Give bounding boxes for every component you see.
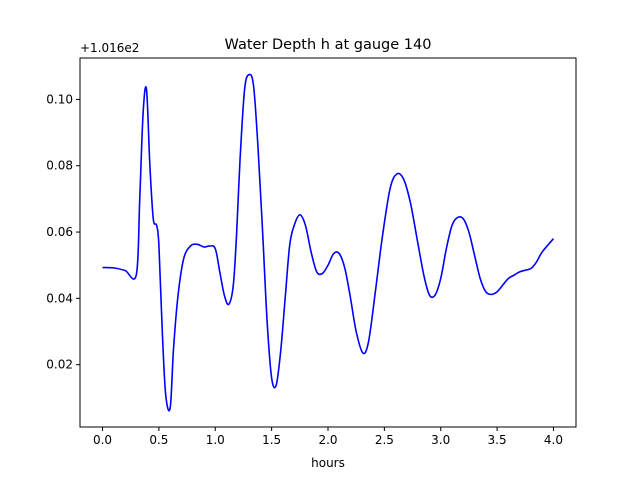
x-tick-label: 0.0	[93, 433, 112, 447]
y-offset-label: +1.016e2	[80, 41, 139, 55]
x-tick-label: 4.0	[544, 433, 563, 447]
series-line-0	[102, 73, 555, 412]
x-tick-label: 2.0	[318, 433, 337, 447]
plot-area	[79, 57, 577, 428]
y-tick-label: 0.10	[46, 92, 73, 106]
y-tick-label: 0.06	[46, 225, 73, 239]
x-axis: 0.0 0.5 1.0 1.5 2.0 2.5 3.0 3.5 4.0	[93, 427, 563, 447]
y-tick-label: 0.04	[46, 291, 73, 305]
y-tick-label: 0.02	[46, 358, 73, 372]
x-tick-label: 1.5	[262, 433, 281, 447]
plot-background	[80, 58, 576, 427]
x-tick-label: 2.5	[375, 433, 394, 447]
x-tick-label: 3.0	[431, 433, 450, 447]
chart-title: Water Depth h at gauge 140	[225, 37, 432, 53]
x-tick-label: 0.5	[149, 433, 168, 447]
x-tick-label: 1.0	[206, 433, 225, 447]
x-tick-label: 3.5	[488, 433, 507, 447]
x-axis-label: hours	[311, 456, 345, 470]
y-axis: 0.02 0.04 0.06 0.08 0.10	[46, 92, 80, 372]
y-tick-label: 0.08	[46, 159, 73, 173]
